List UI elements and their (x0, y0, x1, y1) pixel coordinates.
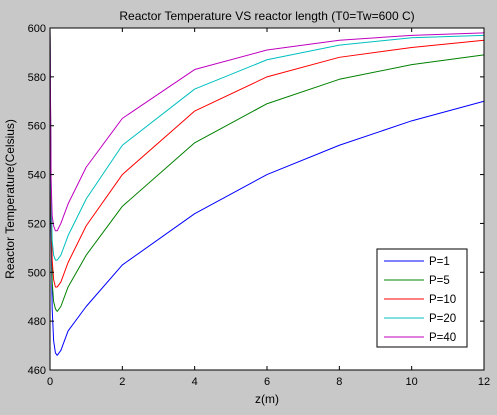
legend-entry-label: P=1 (429, 256, 450, 268)
series-line-p-5 (49, 27, 485, 312)
chart-title: Reactor Temperature VS reactor length (T… (119, 9, 414, 23)
y-tick-label: 540 (28, 170, 46, 182)
y-tick-label: 580 (28, 72, 46, 84)
y-tick-label: 460 (28, 365, 46, 377)
x-tick-label: 12 (478, 376, 490, 388)
series-line-p-40 (49, 27, 485, 232)
y-tick-label: 520 (28, 218, 46, 230)
x-tick-label: 4 (192, 376, 198, 388)
y-tick-label: 500 (28, 267, 46, 279)
x-tick-label: 10 (406, 376, 418, 388)
legend-entry-label: P=5 (429, 275, 450, 287)
axis-ticks: 0 2 4 6 8 10 12 460 480 500 520 540 560 580 600 (28, 23, 490, 388)
legend-box (376, 248, 468, 348)
x-tick-label: 0 (47, 376, 53, 388)
series-line-p-20 (49, 27, 485, 261)
legend-entry-label: P=40 (429, 332, 456, 344)
legend-entry-label: P=20 (429, 313, 456, 325)
x-axis-label: z(m) (255, 392, 279, 406)
series-layer (49, 27, 485, 356)
y-axis-label: Reactor Temperature(Celsius) (3, 119, 17, 279)
legend-entry-label: P=10 (429, 294, 456, 306)
x-tick-label: 6 (264, 376, 270, 388)
series-line-p-10 (49, 27, 485, 288)
legend: P=1 P=5 P=10 P=20 P=40 (376, 248, 468, 348)
y-tick-label: 480 (28, 316, 46, 328)
x-tick-label: 8 (336, 376, 342, 388)
series-line-p-1 (49, 27, 485, 356)
y-tick-label: 600 (28, 23, 46, 35)
y-tick-label: 560 (28, 121, 46, 133)
x-tick-label: 2 (119, 376, 125, 388)
